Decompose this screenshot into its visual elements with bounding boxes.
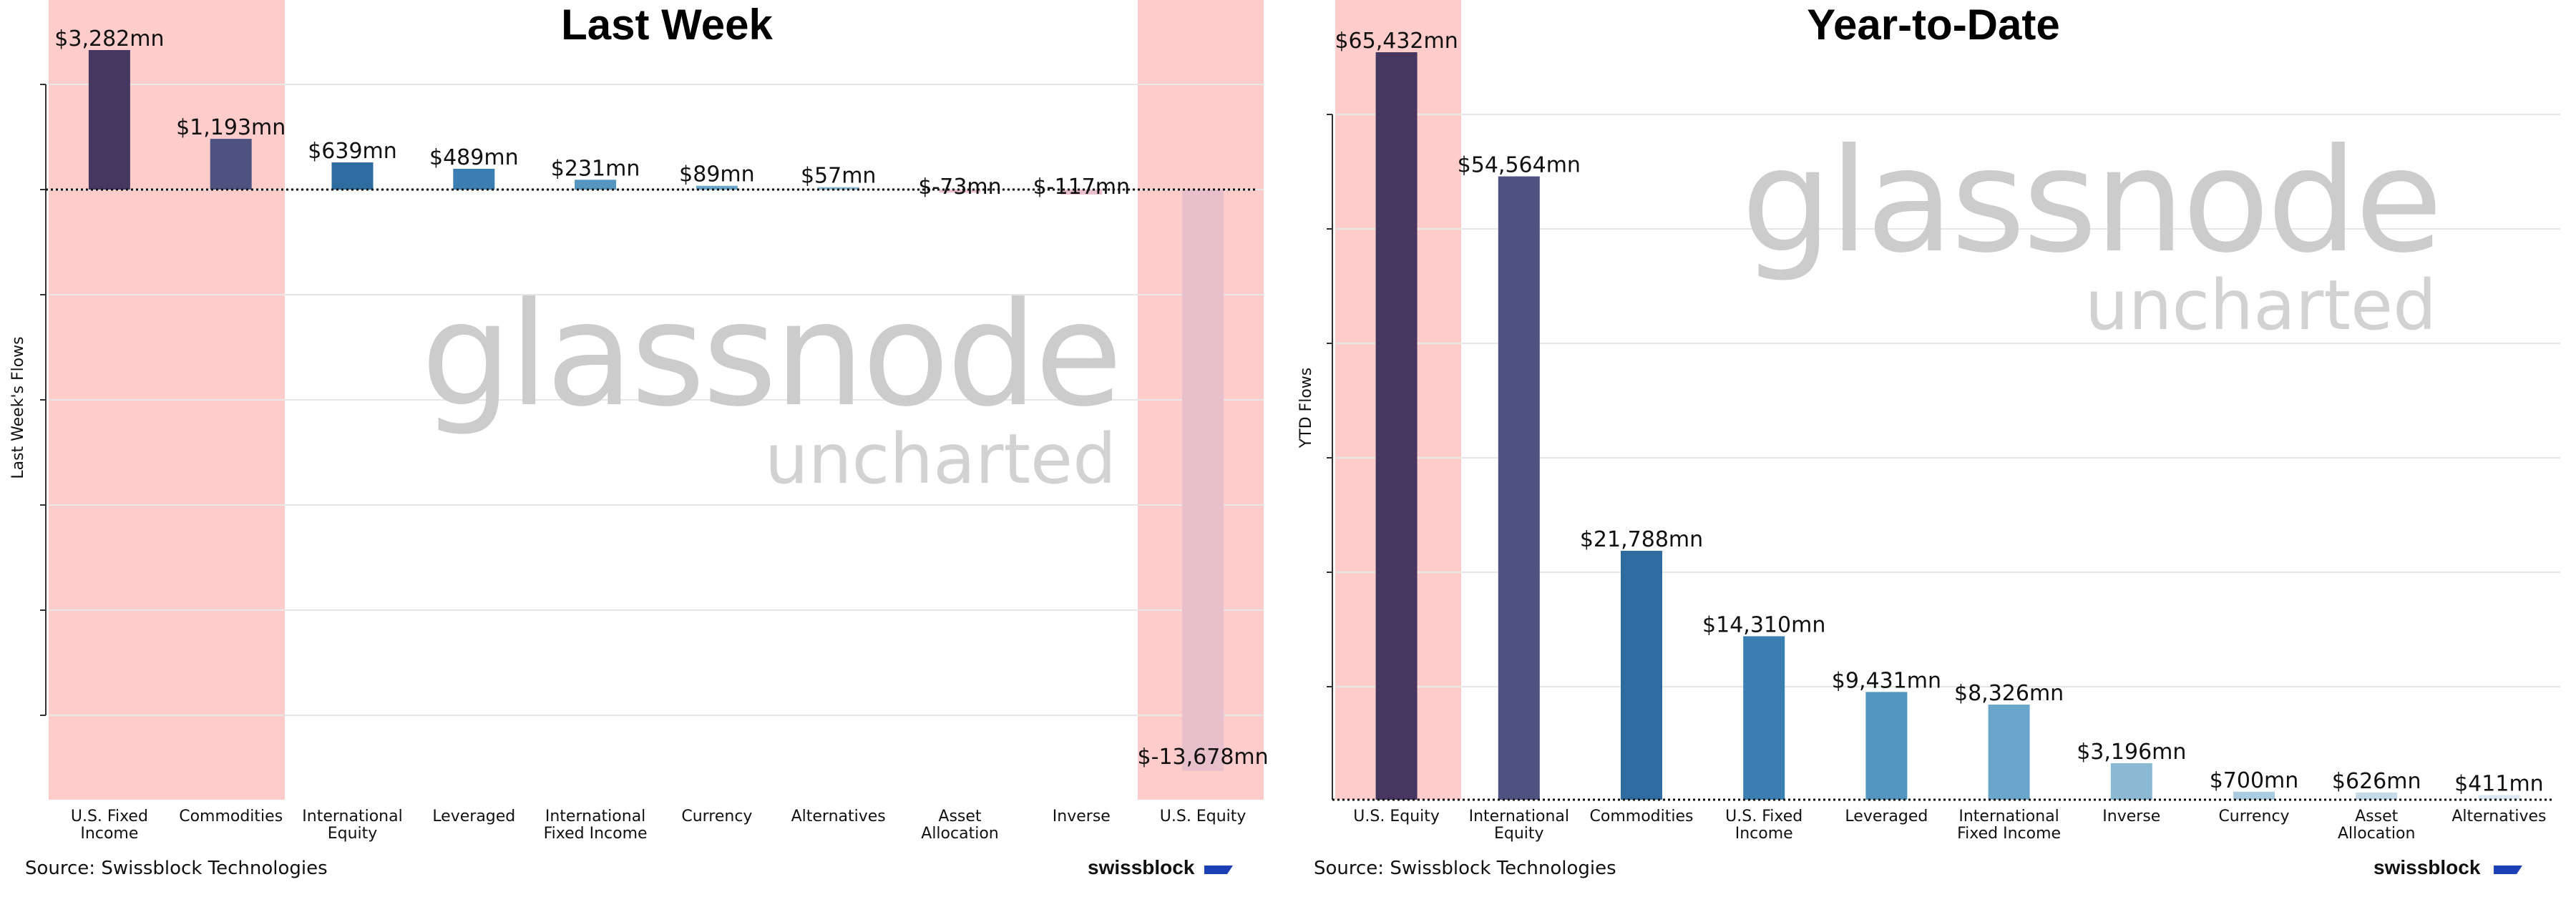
x-tick-label: Equity — [328, 825, 378, 843]
x-tick-label: Commodities — [1590, 808, 1694, 825]
x-tick-label: Inverse — [2102, 808, 2160, 825]
x-tick-label: Asset — [938, 808, 982, 825]
value-label: $65,432mn — [1335, 29, 1458, 54]
chart-title: Last Week — [561, 1, 773, 49]
x-tick-label: U.S. Fixed — [71, 808, 148, 825]
x-tick-label: Asset — [2355, 808, 2399, 825]
x-tick-label: Income — [80, 825, 138, 843]
value-label: $3,196mn — [2077, 740, 2186, 765]
x-tick-label: U.S. Equity — [1160, 808, 1246, 825]
bar — [1865, 692, 1908, 800]
x-tick-label: Allocation — [921, 825, 998, 843]
value-label: $231mn — [551, 156, 640, 181]
brand-name: swissblock — [2373, 856, 2481, 878]
value-label: $639mn — [308, 139, 397, 164]
x-tick-label: Equity — [1494, 825, 1544, 843]
brand-logo-icon — [1204, 866, 1233, 874]
x-tick-label: International — [302, 808, 402, 825]
x-tick-label: U.S. Equity — [1353, 808, 1440, 825]
value-label: $-13,678mn — [1138, 745, 1269, 770]
value-label: $489mn — [429, 145, 519, 170]
bar — [331, 162, 374, 190]
bar — [1743, 636, 1785, 800]
x-tick-label: Leveraged — [432, 808, 515, 825]
value-label: $700mn — [2210, 768, 2299, 793]
x-tick-label: Allocation — [2338, 825, 2415, 843]
value-label: $89mn — [679, 162, 755, 187]
value-label: $14,310mn — [1702, 612, 1825, 637]
source-note: Source: Swissblock Technologies — [25, 858, 328, 879]
bar — [1060, 190, 1103, 195]
x-tick-label: Alternatives — [791, 808, 886, 825]
x-tick-label: Currency — [681, 808, 752, 825]
bar — [1621, 551, 1662, 800]
value-label: $-73mn — [918, 175, 1001, 200]
bar — [2356, 793, 2398, 800]
bar — [453, 168, 495, 190]
bar — [1498, 176, 1540, 800]
x-tick-label: International — [1469, 808, 1569, 825]
x-tick-label: Alternatives — [2451, 808, 2546, 825]
bar — [2233, 791, 2275, 800]
x-tick-label: International — [1958, 808, 2059, 825]
x-tick-label: Commodities — [179, 808, 283, 825]
x-tick-label: Inverse — [1053, 808, 1111, 825]
y-axis-title: Last Week's Flows — [9, 336, 27, 479]
x-tick-label: U.S. Fixed — [1725, 808, 1802, 825]
bar — [210, 139, 252, 190]
value-label: $-117mn — [1033, 175, 1130, 200]
value-label: $411mn — [2454, 771, 2544, 796]
value-label: $9,431mn — [1832, 668, 1941, 693]
value-label: $8,326mn — [1954, 681, 2064, 706]
bar — [88, 50, 130, 190]
watermark-uncharted: uncharted — [765, 419, 1116, 499]
value-label: $3,282mn — [54, 26, 164, 52]
bar — [696, 185, 738, 190]
bar — [1375, 52, 1418, 800]
bar — [939, 190, 981, 193]
brand-logo-icon — [2494, 866, 2522, 874]
watermark-glassnode: glassnode — [1741, 118, 2440, 285]
x-tick-label: Income — [1735, 825, 1793, 843]
value-label: $1,193mn — [176, 115, 286, 140]
value-label: $57mn — [801, 164, 877, 189]
bar — [1182, 190, 1224, 771]
bar — [1988, 705, 2030, 800]
value-label: $54,564mn — [1458, 153, 1581, 178]
bar — [2478, 795, 2520, 800]
x-tick-label: International — [545, 808, 645, 825]
x-tick-label: Leveraged — [1845, 808, 1928, 825]
x-tick-label: Currency — [2218, 808, 2289, 825]
watermark-glassnode: glassnode — [421, 272, 1120, 438]
brand-name: swissblock — [1088, 856, 1195, 878]
source-note: Source: Swissblock Technologies — [1314, 858, 1616, 879]
x-tick-label: Fixed Income — [1957, 825, 2061, 843]
bar — [817, 187, 859, 190]
bar — [2110, 763, 2152, 800]
value-label: $21,788mn — [1580, 527, 1703, 552]
y-axis-title: YTD Flows — [1297, 368, 1315, 449]
x-tick-label: Fixed Income — [544, 825, 648, 843]
bar — [575, 180, 617, 190]
value-label: $626mn — [2332, 769, 2421, 794]
chart-title: Year-to-Date — [1807, 1, 2059, 49]
watermark-uncharted: uncharted — [2085, 265, 2436, 345]
